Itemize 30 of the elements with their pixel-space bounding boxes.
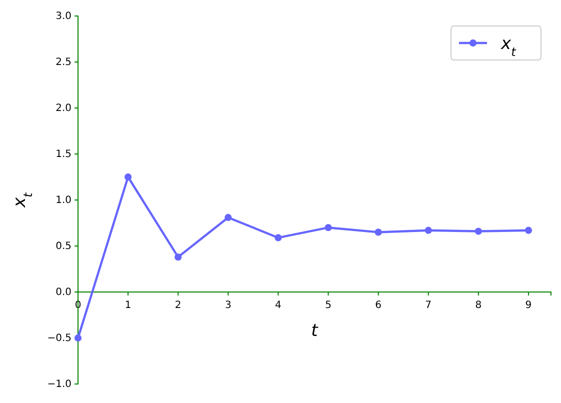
x-tick-label: 9: [525, 300, 532, 311]
point: [424, 226, 432, 234]
y-tick-label: 1.5: [56, 149, 72, 160]
x-axis-title: t: [311, 321, 320, 341]
point: [274, 234, 282, 242]
x-tick-label: 7: [425, 300, 432, 311]
y-tick-label: 2.5: [56, 57, 72, 68]
point: [74, 334, 82, 342]
y-tick-label: 2.0: [56, 103, 72, 114]
x-tick-label: 8: [475, 300, 482, 311]
y-tick-label: 3.0: [56, 11, 72, 22]
y-tick-label: 1.0: [56, 195, 72, 206]
point: [224, 214, 232, 222]
x-tick-label: 2: [174, 300, 182, 311]
legend-label: x$_{t}$: [500, 34, 518, 59]
y-tick-label: 0.5: [56, 241, 72, 252]
x-tick-label: 3: [224, 300, 232, 311]
point: [324, 224, 332, 232]
x-tick-label: 4: [275, 300, 282, 311]
x-tick-label: 1: [124, 300, 132, 311]
x-tick-label: 5: [325, 300, 332, 311]
point: [174, 253, 182, 261]
x-tick-label: 6: [375, 300, 382, 311]
point: [524, 226, 532, 234]
y-tick-label: 0.0: [56, 287, 72, 298]
point: [474, 228, 482, 235]
point: [374, 228, 382, 236]
point: [124, 173, 132, 181]
y-tick-label: −0.5: [47, 333, 72, 344]
y-tick-label: −1.0: [47, 379, 72, 390]
